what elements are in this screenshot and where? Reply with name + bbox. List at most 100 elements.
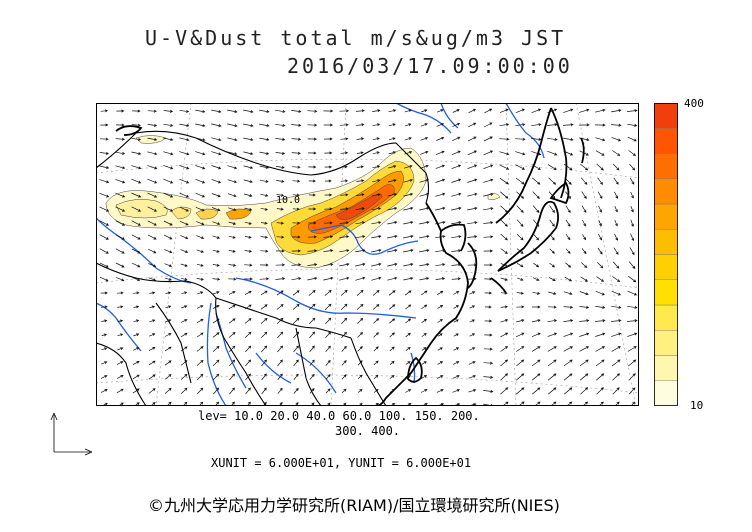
wind-arrow — [147, 137, 158, 141]
wind-arrow — [372, 137, 380, 141]
wind-arrow — [627, 109, 638, 113]
wind-arrow — [437, 305, 444, 309]
wind-arrow — [531, 373, 541, 381]
wind-arrow — [531, 387, 541, 395]
wind-arrow — [148, 388, 156, 394]
wind-arrow — [293, 387, 299, 394]
wind-arrow — [245, 345, 252, 353]
wind-arrow — [630, 191, 634, 199]
wind-arrow — [582, 219, 586, 227]
vector-units: XUNIT = 6.000E+01, YUNIT = 6.000E+01 — [211, 456, 472, 470]
wind-arrow — [563, 150, 574, 156]
wind-arrow — [516, 305, 525, 309]
wind-arrow — [243, 109, 254, 114]
wind-arrow — [563, 332, 574, 337]
wind-arrow — [277, 345, 284, 353]
wind-arrow — [308, 207, 317, 211]
wind-arrow — [453, 319, 459, 323]
wind-arrow — [307, 276, 318, 281]
wind-arrow — [437, 290, 444, 295]
wind-arrow — [133, 347, 140, 351]
wind-arrow — [291, 137, 302, 141]
wind-arrow — [452, 375, 460, 379]
wind-arrow — [99, 165, 110, 170]
colorbar-swatch — [654, 203, 678, 230]
wind-arrow — [339, 109, 350, 113]
rivers — [96, 103, 545, 406]
wind-arrow — [100, 123, 109, 127]
wind-arrow — [212, 263, 220, 267]
wind-arrow — [179, 137, 190, 142]
colorbar-swatch — [654, 380, 678, 406]
wind-arrow — [180, 249, 189, 254]
wind-arrow — [598, 220, 602, 227]
wind-arrow — [516, 277, 524, 281]
wind-arrow — [180, 387, 188, 395]
wind-arrow — [324, 151, 333, 155]
wind-arrow — [547, 387, 557, 395]
wind-arrow — [309, 331, 316, 339]
wind-arrow — [212, 291, 220, 295]
wind-arrow — [307, 235, 317, 239]
wind-arrow — [405, 318, 412, 324]
wind-arrow — [259, 137, 270, 141]
colorbar-swatch — [654, 355, 678, 381]
wind-arrow — [372, 151, 380, 155]
wind-arrow — [549, 219, 555, 227]
wind-arrow — [484, 263, 493, 267]
wind-arrow — [516, 373, 525, 381]
wind-arrow — [211, 165, 222, 170]
wind-arrow — [437, 333, 443, 337]
wind-arrow — [547, 150, 558, 156]
wind-arrow — [292, 235, 301, 239]
wind-arrow — [531, 319, 541, 323]
wind-arrow — [245, 359, 252, 367]
wind-arrow — [548, 177, 557, 185]
wind-arrow — [467, 235, 478, 239]
wind-arrow — [228, 304, 236, 310]
wind-arrow — [531, 177, 541, 185]
wind-arrow — [131, 137, 142, 141]
wind-arrow — [420, 136, 429, 141]
wind-arrow — [99, 151, 110, 155]
wind-arrow — [614, 191, 619, 199]
wind-arrow — [628, 373, 636, 381]
wind-arrow — [276, 304, 284, 310]
wind-arrow — [227, 137, 238, 142]
wind-arrow — [355, 221, 366, 225]
wind-arrow — [579, 359, 589, 367]
wind-arrow — [388, 123, 396, 127]
wind-arrow — [565, 205, 571, 214]
wind-arrow — [579, 150, 589, 156]
wind-arrow — [515, 123, 526, 127]
wind-arrow — [483, 136, 493, 142]
wind-arrow — [164, 263, 173, 267]
wind-arrow — [403, 248, 414, 253]
wind-arrow — [276, 290, 284, 296]
wind-arrow — [277, 387, 283, 394]
wind-arrow — [565, 262, 572, 268]
wind-arrow — [387, 248, 398, 253]
wind-arrow — [435, 164, 446, 169]
wind-arrow — [293, 359, 299, 367]
wind-arrow — [371, 262, 382, 267]
wind-arrow — [611, 332, 622, 337]
wind-arrow — [101, 361, 108, 365]
wind-arrow — [228, 332, 236, 338]
wind-arrow — [244, 318, 252, 324]
wind-arrow — [483, 221, 494, 225]
wind-arrow — [195, 206, 205, 212]
wind-arrow — [164, 346, 172, 352]
wind-arrow — [564, 276, 572, 282]
wind-arrow — [404, 151, 413, 155]
wind-arrow — [164, 387, 172, 394]
wind-arrow — [499, 123, 510, 127]
wind-arrow — [581, 205, 587, 213]
wind-arrow — [147, 109, 157, 113]
wind-arrow — [372, 179, 381, 183]
wind-arrow — [356, 151, 364, 155]
wind-arrow — [196, 387, 204, 395]
colorbar-swatch — [654, 254, 678, 280]
wind-arrow — [276, 317, 284, 324]
wind-arrow — [261, 345, 268, 353]
